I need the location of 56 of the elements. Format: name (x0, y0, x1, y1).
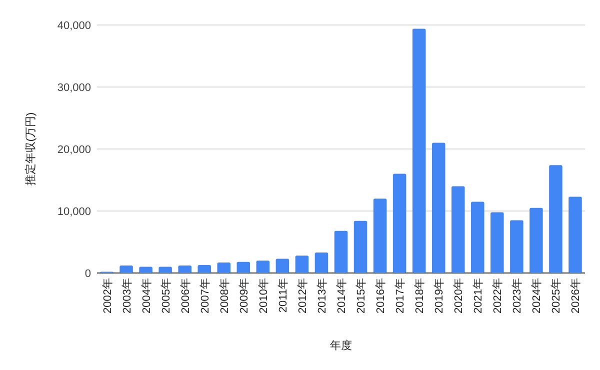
bar (198, 264, 211, 273)
x-tick-label: 2023年 (512, 278, 524, 314)
bar (354, 220, 368, 273)
bar (549, 165, 562, 273)
x-tick-label: 2022年 (492, 278, 504, 314)
x-tick-label: 2003年 (121, 278, 134, 314)
x-tick-label: 2014年 (336, 278, 348, 314)
x-tick-label: 2007年 (199, 278, 212, 314)
bar (276, 258, 290, 273)
bar (510, 220, 524, 273)
x-tick-label: 2015年 (356, 278, 368, 314)
bar (158, 266, 172, 273)
bar (490, 212, 504, 273)
bar (373, 198, 387, 273)
x-tick-label: 2002年 (102, 278, 114, 314)
y-tick-label: 20,000 (57, 144, 91, 156)
y-axis-title: 推定年収(万円) (24, 112, 37, 186)
bar (139, 266, 152, 273)
bar (471, 202, 484, 273)
x-tick-label: 2012年 (296, 278, 309, 314)
bar (412, 28, 426, 273)
x-tick-label: 2009年 (238, 278, 250, 314)
y-tick-label: 40,000 (57, 20, 91, 32)
x-tick-label: 2011年 (277, 278, 290, 313)
x-tick-label: 2025年 (550, 278, 563, 314)
bar (120, 266, 133, 273)
x-axis-title: 年度 (330, 339, 352, 352)
bar (334, 230, 348, 273)
bar (256, 260, 270, 273)
bar (432, 142, 446, 273)
x-tick-label: 2024年 (531, 278, 544, 314)
bar (392, 174, 406, 273)
x-tick-label: 2008年 (218, 278, 231, 314)
x-tick-label: 2020年 (453, 278, 466, 314)
x-tick-label: 2004年 (140, 278, 153, 314)
x-tick-label: 2026年 (570, 278, 582, 314)
y-tick-label: 10,000 (57, 206, 91, 218)
x-tick-label: 2018年 (414, 278, 426, 314)
bar (568, 196, 582, 273)
x-tick-label: 2010年 (258, 278, 270, 314)
x-tick-label: 2017年 (394, 278, 407, 314)
x-tick-label: 2019年 (434, 278, 446, 314)
x-tick-label: 2006年 (180, 278, 192, 314)
bar (451, 186, 465, 273)
y-tick-label: 30,000 (57, 82, 91, 94)
x-tick-label: 2013年 (316, 278, 328, 314)
x-tick-label: 2005年 (160, 278, 172, 314)
bar (530, 208, 543, 273)
y-tick-label: 0 (84, 268, 91, 280)
bar (314, 252, 328, 273)
bar (236, 262, 250, 273)
bar (217, 262, 231, 273)
bar (178, 266, 192, 273)
x-tick-label: 2021年 (472, 278, 485, 314)
x-tick-label: 2016年 (375, 278, 388, 314)
bar (295, 256, 309, 273)
